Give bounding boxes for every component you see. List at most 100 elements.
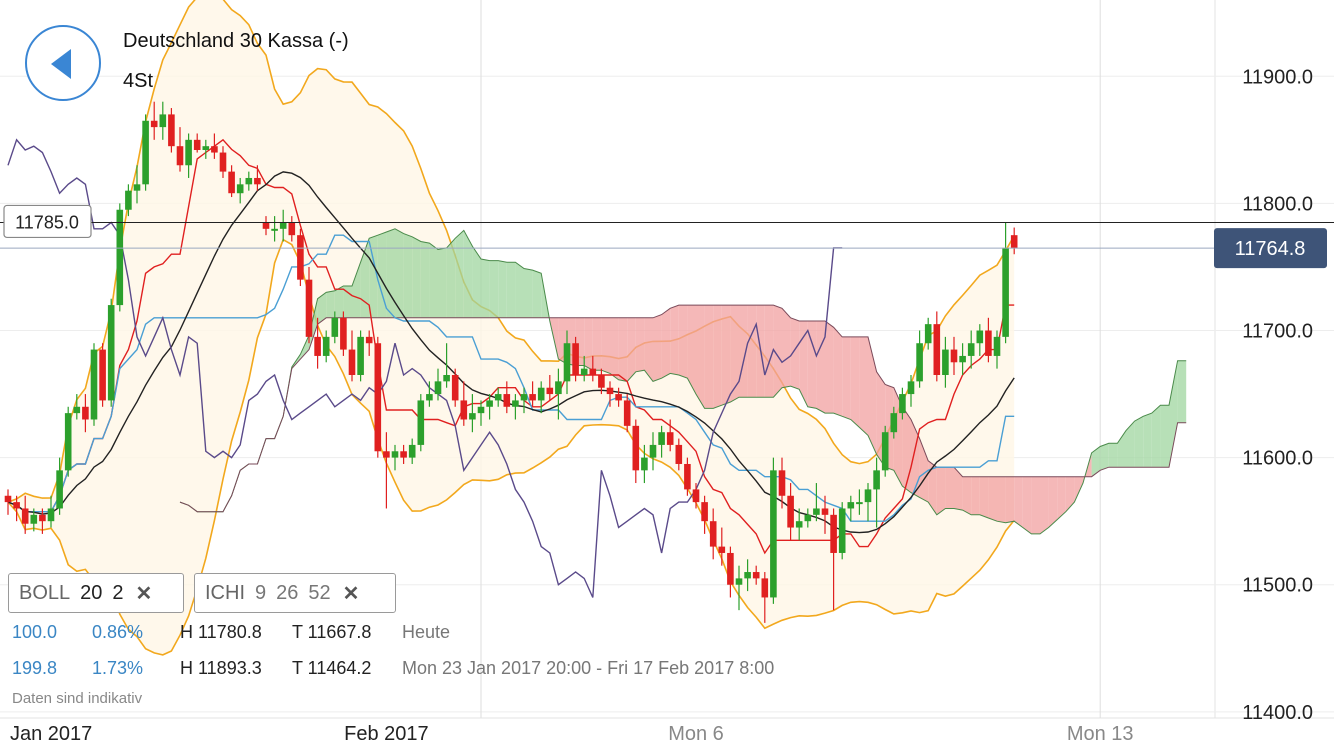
ichimoku-cloud-segment — [386, 228, 395, 318]
ichimoku-cloud-segment — [850, 336, 860, 428]
stat-pct: 100.0 — [12, 622, 58, 642]
ichimoku-cloud-segment — [1108, 443, 1118, 468]
ichimoku-cloud-segment — [610, 317, 619, 380]
candle-body — [546, 387, 554, 395]
candle-body — [761, 578, 769, 598]
ichimoku-cloud-segment — [936, 467, 946, 515]
candle-body — [193, 139, 201, 150]
ichimoku-cloud-segment — [979, 476, 989, 519]
candle-body — [99, 349, 106, 401]
ichimoku-cloud-segment — [1091, 446, 1101, 477]
x-tick-label: Feb 2017 — [344, 723, 429, 745]
candle-body — [494, 394, 502, 401]
last-price-tag — [1214, 228, 1327, 269]
candle-body — [907, 381, 915, 395]
ichimoku-cloud-segment — [1126, 421, 1135, 468]
candle-body — [675, 444, 683, 464]
candle-body — [632, 425, 640, 471]
stat-low: T 11667.8 — [292, 622, 372, 642]
ichimoku-cloud-segment — [704, 305, 714, 409]
ichimoku-cloud-segment — [790, 317, 800, 390]
candle-body — [529, 394, 536, 401]
ichimoku-cloud-segment — [859, 336, 868, 436]
ichimoku-cloud-segment — [317, 292, 327, 325]
ichimoku-cloud-segment — [1057, 476, 1066, 520]
close-icon[interactable]: ✕ — [135, 582, 153, 605]
candle-body — [426, 394, 433, 401]
ichimoku-cloud-segment — [678, 305, 688, 379]
ichimoku-cloud-segment — [515, 262, 524, 318]
disclaimer: Daten sind indikativ — [12, 690, 143, 707]
stat-high: H 11893.3 — [180, 658, 262, 678]
candle-body — [434, 381, 442, 395]
stat-high: H 11780.8 — [180, 622, 262, 642]
candle-body — [950, 349, 958, 363]
ichimoku-cloud-segment — [377, 231, 387, 318]
indicator-param: 9 — [255, 581, 267, 604]
crosshair-price-box — [3, 204, 92, 239]
candle-body — [658, 432, 665, 445]
candle-body — [580, 368, 588, 375]
candle-body — [322, 336, 330, 356]
candle-body — [297, 235, 304, 280]
candle-body — [90, 349, 98, 420]
candle-body — [537, 387, 545, 401]
candle-body — [469, 413, 476, 420]
ichimoku-cloud-segment — [747, 305, 757, 398]
candle-body — [64, 413, 72, 471]
candle-body — [520, 394, 528, 401]
candle-body — [1010, 235, 1018, 248]
candle-body — [21, 508, 29, 524]
ichimoku-cloud-segment — [1074, 476, 1083, 503]
ichimoku-cloud-segment — [1177, 360, 1187, 423]
ichimoku-cloud-segment — [919, 438, 929, 503]
candle-body — [752, 572, 760, 579]
indicator-boll[interactable]: BOLL 20 2 ✕ — [8, 573, 184, 613]
ichimoku-cloud-segment — [334, 286, 344, 318]
ichimoku-cloud-segment — [997, 476, 1006, 523]
candle-body — [804, 514, 812, 522]
candle-body — [211, 146, 218, 153]
instrument-title: Deutschland 30 Kassa (-) — [123, 30, 349, 52]
ichimoku-cloud-segment — [782, 308, 791, 388]
indicator-ichi[interactable]: ICHI 9 26 52 ✕ — [194, 573, 396, 613]
ichimoku-cloud-segment — [1014, 476, 1023, 528]
candle-body — [873, 470, 880, 490]
candle-body — [718, 546, 726, 553]
close-icon[interactable]: ✕ — [342, 582, 360, 605]
timeframe-label[interactable]: 4St — [123, 70, 154, 92]
ichimoku-cloud-segment — [1143, 413, 1152, 468]
candle-body — [202, 146, 210, 150]
candle-body — [589, 368, 597, 375]
candle-body — [39, 514, 46, 522]
ichimoku-cloud-segment — [902, 406, 911, 493]
ichimoku-cloud-segment — [988, 476, 997, 522]
bollinger-middle-line — [7, 171, 1015, 534]
candle-body — [512, 400, 519, 407]
tenkan-sen-line — [7, 138, 1015, 555]
candle-body — [314, 336, 321, 356]
ichimoku-cloud-segment — [799, 320, 808, 407]
kijun-sen-line — [7, 234, 1015, 522]
candle-body — [236, 184, 244, 194]
ichimoku-cloud-segment — [962, 476, 972, 515]
candle-body — [340, 317, 347, 350]
x-tick-label: Mon 6 — [668, 723, 724, 745]
candle-body — [890, 413, 898, 433]
candle-body — [778, 470, 786, 496]
candle-body — [417, 400, 425, 445]
candle-body — [228, 171, 235, 194]
back-button[interactable] — [25, 25, 101, 101]
stat-period: Mon 23 Jan 2017 20:00 - Fri 17 Feb 2017 … — [402, 658, 775, 678]
indicator-param: 26 — [276, 581, 299, 604]
ichimoku-cloud-segment — [532, 270, 542, 318]
candle-body — [821, 508, 829, 515]
indicator-param: 52 — [308, 581, 331, 604]
ichimoku-cloud-segment — [524, 268, 533, 318]
candle-body — [606, 387, 614, 395]
ichimoku-cloud-segment — [687, 305, 696, 395]
candle-body — [555, 381, 562, 395]
ichimoku-cloud-segment — [868, 336, 877, 455]
ichimoku-cloud-segment — [730, 305, 739, 403]
